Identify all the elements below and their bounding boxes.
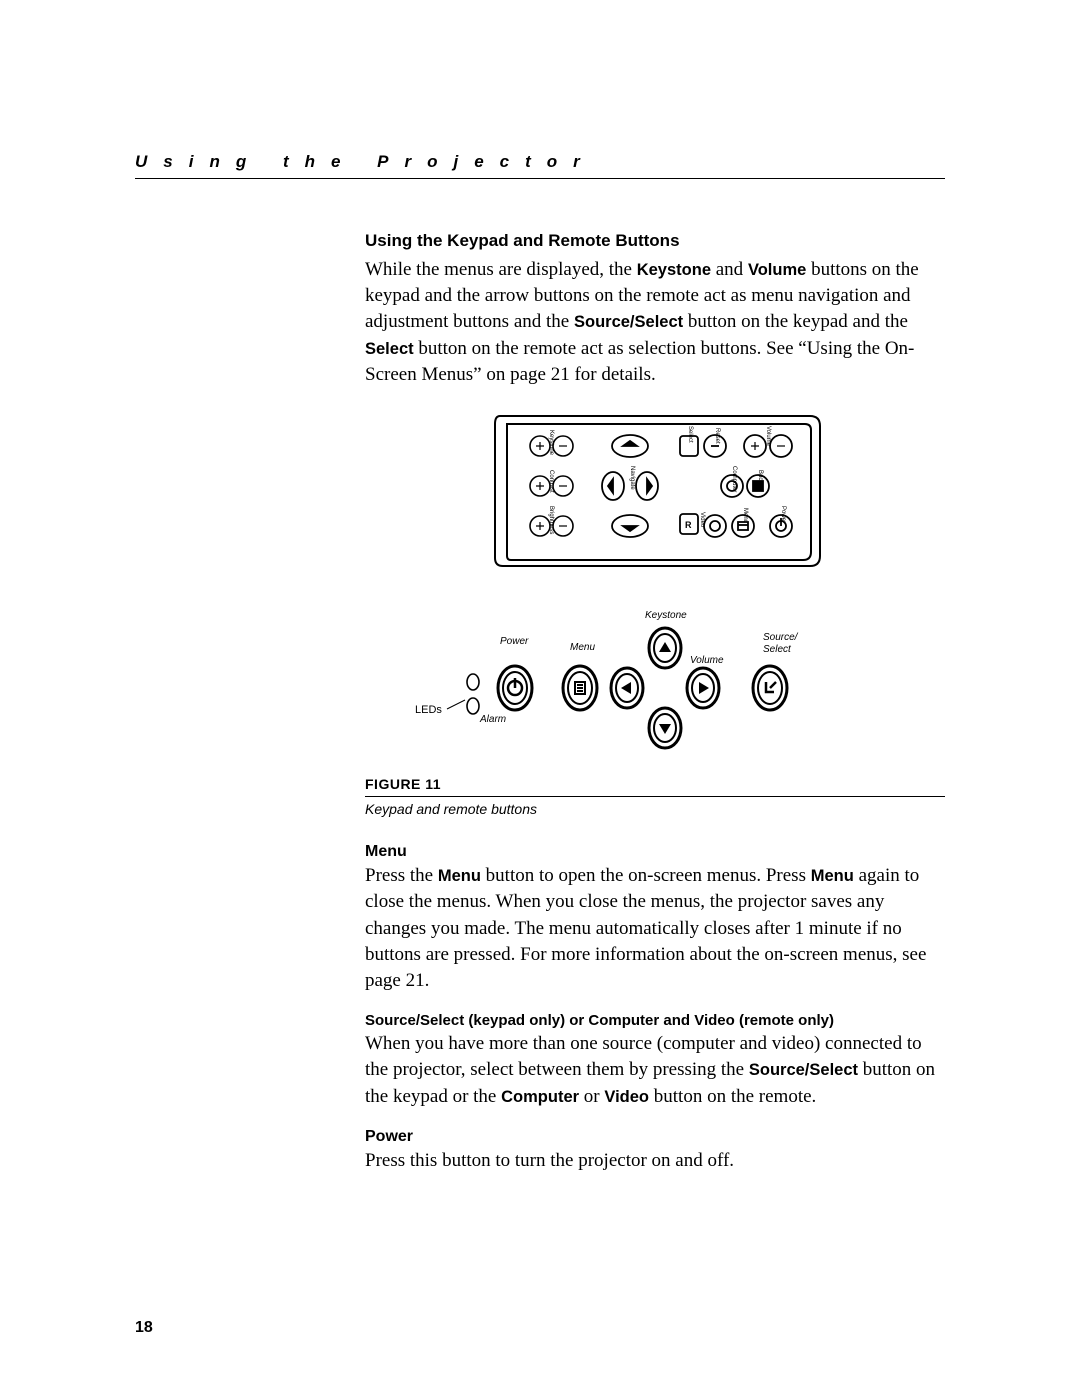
label-r: R: [685, 520, 692, 530]
label-reset: Reset: [714, 428, 720, 444]
label-menu: Menu: [742, 508, 748, 523]
label-leds: LEDs: [415, 704, 442, 716]
figure-block: Keystone Contrast Brightness Navigate Se…: [365, 406, 945, 817]
para-keypad-intro: While the menus are displayed, the Keyst…: [365, 257, 945, 388]
bold-keystone: Keystone: [637, 261, 711, 279]
label-volume: Volume: [765, 426, 771, 447]
bold-computer: Computer: [501, 1088, 579, 1106]
text-run: button to open the on-screen menus. Pres…: [481, 865, 811, 886]
text-run: button on the keypad and the: [683, 311, 908, 332]
subhead-menu: Menu: [365, 843, 945, 861]
label-power: Power: [500, 636, 529, 647]
text-run: button on the remote.: [649, 1086, 816, 1107]
keypad-illustration: Power Menu Keystone Volume Source/ Selec…: [365, 600, 845, 760]
para-source: When you have more than one source (comp…: [365, 1031, 945, 1110]
para-menu: Press the Menu button to open the on-scr…: [365, 863, 945, 994]
label-select: Select: [687, 426, 693, 443]
label-back: Back: [757, 470, 763, 484]
content-column: Using the Keypad and Remote Buttons Whil…: [365, 231, 945, 1174]
bold-video: Video: [604, 1088, 649, 1106]
remote-illustration: Keystone Contrast Brightness Navigate Se…: [485, 406, 825, 576]
bold-menu: Menu: [438, 867, 481, 885]
bold-volume: Volume: [748, 261, 806, 279]
head-rule: [135, 178, 945, 179]
label-source1: Source/: [763, 632, 799, 643]
figure-rule: [365, 796, 945, 797]
text-run: button on the remote act as selection bu…: [365, 338, 914, 385]
label-power: Power: [780, 506, 786, 523]
bold-source-select: Source/Select: [574, 313, 683, 331]
label-contrast: Contrast: [548, 470, 554, 493]
bold-menu2: Menu: [811, 867, 854, 885]
label-video: Video: [699, 512, 705, 528]
text-run: Press the: [365, 865, 438, 886]
subhead-power: Power: [365, 1128, 945, 1146]
label-menu: Menu: [570, 642, 595, 653]
running-head: Using the Projector: [135, 152, 945, 172]
label-alarm: Alarm: [479, 714, 506, 725]
page-number: 18: [135, 1319, 153, 1337]
bold-source-select2: Source/Select: [749, 1061, 858, 1079]
label-computer: Computer: [731, 466, 737, 492]
subhead-source: Source/Select (keypad only) or Computer …: [365, 1012, 945, 1029]
text-run: While the menus are displayed, the: [365, 259, 637, 280]
label-keystone: Keystone: [548, 430, 554, 456]
label-source2: Select: [763, 644, 792, 655]
figure-label: FIGURE 11: [365, 776, 945, 792]
bold-select: Select: [365, 340, 414, 358]
figure-caption: Keypad and remote buttons: [365, 801, 945, 817]
text-run: and: [711, 259, 748, 280]
para-power: Press this button to turn the projector …: [365, 1148, 945, 1174]
text-run: or: [579, 1086, 604, 1107]
label-navigate: Navigate: [629, 466, 635, 490]
label-brightness: Brightness: [548, 506, 554, 534]
label-keystone: Keystone: [645, 610, 687, 621]
page: Using the Projector Using the Keypad and…: [0, 0, 1080, 1397]
section-heading-keypad: Using the Keypad and Remote Buttons: [365, 231, 945, 251]
label-volume: Volume: [690, 655, 724, 666]
